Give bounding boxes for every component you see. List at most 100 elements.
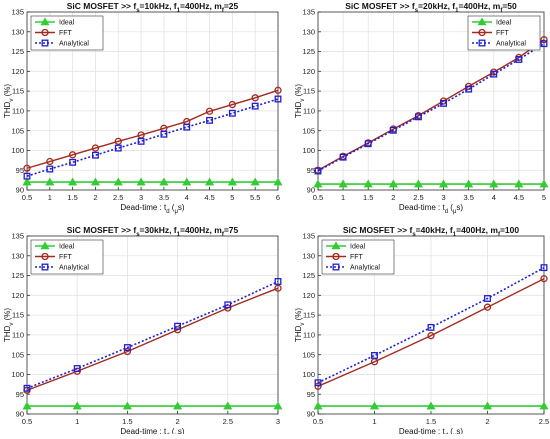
data-point	[173, 326, 182, 334]
legend-label: Analytical	[59, 41, 89, 48]
x-tick-label: 2	[93, 193, 97, 202]
data-point	[137, 137, 145, 145]
data-point	[427, 332, 435, 340]
data-point	[183, 123, 191, 131]
chart-title-part: s	[412, 232, 416, 238]
y-tick-label: 120	[302, 291, 315, 300]
x-axis-label-part: (	[448, 203, 453, 212]
series-line	[26, 89, 279, 169]
data-point	[22, 401, 32, 410]
y-axis-label-part: THD	[294, 325, 303, 342]
x-axis-label-part: (	[448, 427, 453, 434]
y-tick-label: 95	[307, 166, 315, 175]
data-point	[273, 177, 283, 186]
y-tick-label: 120	[302, 67, 315, 76]
chart-title-part: SiC MOSFET >> f	[67, 225, 137, 235]
x-tick-label: 3	[441, 193, 445, 202]
chart-title-part: SiC MOSFET >> f	[67, 1, 137, 11]
chart-title-part: f	[500, 8, 503, 14]
series-line	[26, 280, 279, 390]
y-tick-label: 105	[11, 126, 24, 135]
x-tick-label: 0.5	[22, 193, 32, 202]
chart-title-part: =10kHz, f	[140, 1, 177, 11]
x-axis-label-part: μ	[174, 209, 178, 215]
data-point	[227, 177, 237, 186]
chart-title-part: f	[222, 8, 225, 14]
data-point	[484, 295, 491, 302]
data-point	[72, 401, 82, 410]
y-tick-label: 105	[302, 350, 315, 359]
axes-box	[317, 11, 545, 191]
data-point	[314, 382, 322, 390]
y-tick-label: 115	[303, 311, 315, 320]
series-analytical	[314, 264, 548, 387]
data-point	[369, 401, 380, 410]
data-point	[464, 179, 474, 188]
data-point	[23, 384, 31, 392]
series-ideal	[22, 401, 283, 410]
chart-title-part: =25	[224, 1, 239, 11]
data-point	[224, 301, 232, 309]
x-tick-label: 4	[492, 193, 496, 202]
data-point	[363, 179, 373, 188]
x-axis-label-part: Dead-time : t	[399, 203, 446, 212]
series-analytical	[314, 40, 548, 175]
y-tick-label: 100	[11, 370, 24, 379]
chart-title-part: =30kHz, f	[140, 225, 177, 235]
data-point	[113, 177, 123, 186]
data-point	[90, 177, 100, 186]
x-axis-label-part: (	[170, 427, 175, 434]
series-fft	[314, 275, 548, 390]
data-point	[389, 126, 397, 134]
data-point	[439, 179, 449, 188]
y-axis-label-part: THD	[3, 101, 12, 118]
data-point	[122, 401, 132, 410]
y-tick-label: 120	[11, 291, 24, 300]
chart-title-part: =400Hz, m	[458, 1, 500, 11]
chart-title-part: =40kHz, f	[416, 225, 453, 235]
y-tick-label: 125	[302, 271, 315, 280]
x-tick-label: 1.5	[67, 193, 77, 202]
series-line	[317, 278, 545, 387]
data-point	[413, 179, 423, 188]
y-tick-label: 125	[11, 47, 24, 56]
x-tick-label: 1	[75, 417, 79, 426]
data-point	[540, 36, 548, 44]
y-axis-label-part: v	[9, 323, 15, 326]
chart-title: SiC MOSFET >> fs=10kHz, f1=400Hz, mf=25	[67, 1, 239, 14]
legend-marker	[331, 241, 341, 250]
data-point	[73, 365, 81, 372]
data-point	[46, 157, 54, 166]
data-point	[206, 116, 213, 124]
y-tick-label: 135	[11, 8, 24, 17]
data-point	[46, 165, 54, 173]
x-tick-label: 4.5	[204, 193, 214, 202]
data-point	[364, 140, 372, 148]
legend-label: Analytical	[496, 41, 526, 48]
legend-label: Analytical	[350, 265, 380, 272]
y-axis-label-part: (%)	[294, 84, 303, 99]
data-point	[371, 352, 378, 359]
x-tick-label: 1.5	[363, 193, 373, 202]
subplot-3: 0.5 1 1.5 2 2.5 3 90 95 100 105 110 115 120 125 130 135…	[3, 225, 283, 439]
x-tick-label: 1.5	[122, 417, 132, 426]
series-ideal	[22, 177, 283, 186]
data-point	[313, 179, 323, 188]
x-axis-label: Dead-time : td (μs)	[120, 203, 185, 215]
x-axis-label-part: Dead-time : t	[120, 203, 167, 212]
data-point	[45, 177, 55, 186]
data-point	[338, 179, 348, 188]
chart-title-part: SiC MOSFET >> f	[343, 225, 413, 235]
data-point	[91, 144, 100, 152]
data-point	[539, 401, 549, 410]
chart-title: SiC MOSFET >> fs=40kHz, f1=400Hz, mf=100	[343, 225, 519, 238]
chart-title-part: s	[136, 8, 140, 14]
data-point	[69, 158, 77, 166]
data-point	[205, 177, 215, 186]
x-axis-label-part: μ	[453, 209, 457, 215]
data-point	[251, 102, 259, 110]
x-tick-label: 0.5	[313, 193, 323, 202]
x-axis-label: Dead-time : td (μs)	[399, 427, 464, 434]
y-tick-label: 110	[303, 330, 315, 339]
